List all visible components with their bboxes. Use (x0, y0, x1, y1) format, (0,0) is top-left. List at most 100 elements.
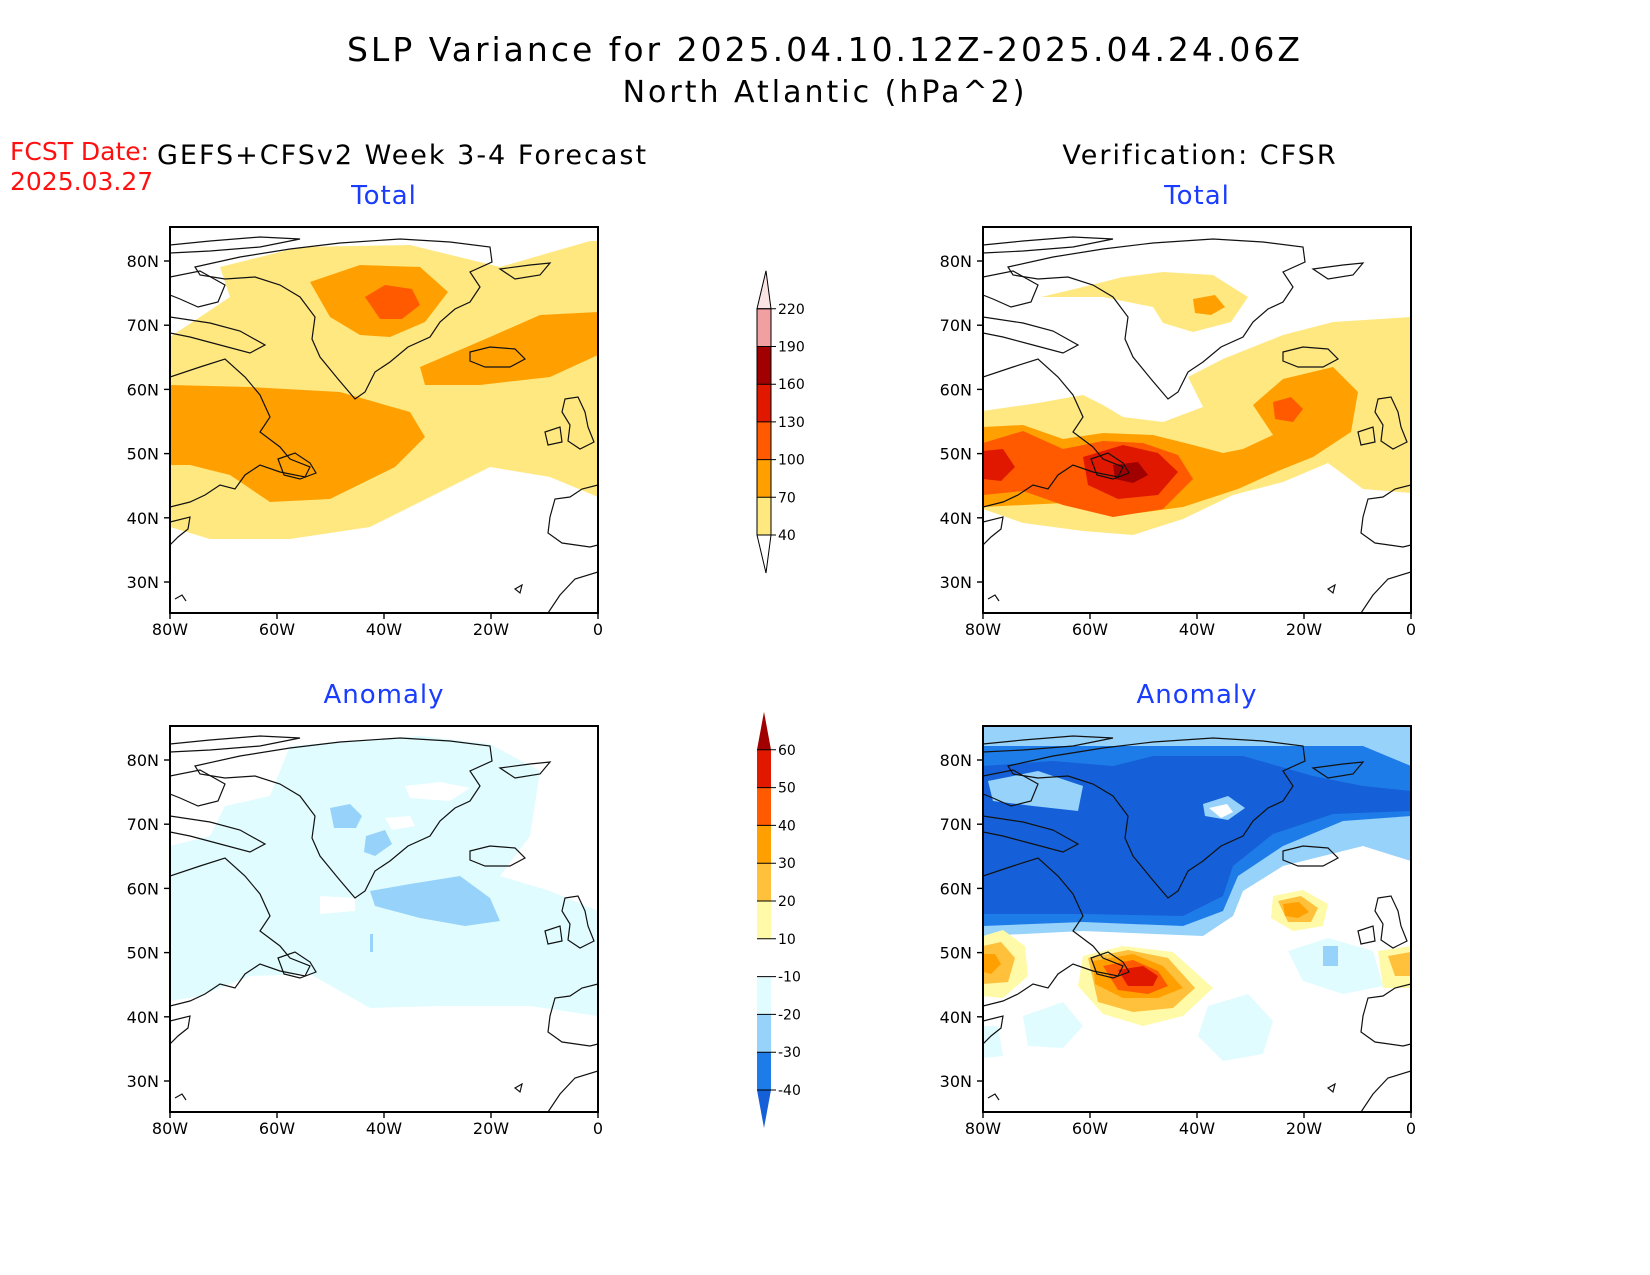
latitude-label: 60N (127, 879, 159, 898)
total-colorbar-swatch (757, 421, 771, 460)
anomaly-colorbar-label: -20 (778, 1007, 801, 1023)
latitude-label: 80N (940, 252, 972, 271)
forecast-total-contour-region (365, 285, 420, 319)
anomaly-colorbar-swatch (757, 749, 771, 788)
forecast-anomaly-contour-region (370, 876, 500, 926)
forecast-anomaly-contour-region (370, 934, 373, 952)
latitude-label: 80N (940, 751, 972, 770)
total-colorbar-label: 220 (778, 302, 805, 318)
latitude-label: 70N (940, 815, 972, 834)
verification-column-header: Verification: CFSR (1062, 140, 1338, 171)
latitude-label: 70N (127, 316, 159, 335)
longitude-label: 40W (366, 620, 402, 639)
total-colorbar: 40 70 100 130 160 190 220 (756, 270, 805, 574)
forecast-date-value: 2025.03.27 (10, 167, 154, 196)
latitude-label: 50N (127, 944, 159, 963)
verification-anomaly-contour-region (983, 954, 1001, 974)
longitude-label: 80W (152, 620, 188, 639)
latitude-label: 50N (940, 445, 972, 464)
verification-total-contour-region (1193, 295, 1225, 315)
verification-anomaly-map: 80N 70N 60N 50N 40N 30N 80W 60W 40W 20W 0 (940, 725, 1416, 1138)
forecast-anomaly-title: Anomaly (323, 680, 445, 710)
forecast-date-block: FCST Date: 2025.03.27 (10, 137, 153, 197)
total-colorbar-swatch (757, 308, 771, 347)
longitude-label: 20W (473, 1119, 509, 1138)
longitude-label: 40W (1179, 1119, 1215, 1138)
longitude-label: 60W (259, 620, 295, 639)
longitude-label: 40W (366, 1119, 402, 1138)
latitude-label: 70N (127, 815, 159, 834)
figure-title: SLP Variance for 2025.04.10.12Z-2025.04.… (346, 30, 1304, 69)
latitude-label: 80N (127, 252, 159, 271)
forecast-anomaly-contour-region (385, 816, 415, 830)
anomaly-colorbar-swatch (757, 976, 771, 1015)
anomaly-colorbar-label: -30 (778, 1045, 801, 1061)
latitude-label: 70N (940, 316, 972, 335)
forecast-anomaly-contour-region (170, 736, 598, 1016)
latitude-label: 40N (127, 509, 159, 528)
latitude-label: 40N (127, 1008, 159, 1027)
longitude-label: 60W (1072, 1119, 1108, 1138)
anomaly-colorbar-label: 10 (778, 932, 796, 948)
anomaly-colorbar-swatch (757, 1014, 771, 1053)
latitude-label: 30N (127, 1072, 159, 1091)
anomaly-colorbar-label: 20 (778, 894, 796, 910)
latitude-label: 80N (127, 751, 159, 770)
verification-anomaly-contour-region (1388, 952, 1411, 976)
total-colorbar-label: 160 (778, 377, 805, 393)
anomaly-colorbar-swatch (757, 787, 771, 826)
anomaly-colorbar: -40 -30 -20 -10 10 20 30 40 50 60 (757, 711, 801, 1128)
verification-anomaly-contour-region (983, 1026, 1003, 1058)
total-colorbar-swatch (757, 346, 771, 385)
verification-anomaly-contour-region (1198, 994, 1273, 1061)
longitude-label: 60W (259, 1119, 295, 1138)
verification-anomaly-contour-region (983, 756, 1411, 916)
anomaly-colorbar-swatch (757, 938, 771, 977)
verification-anomaly-contour-region (1023, 1002, 1083, 1048)
longitude-label: 0 (1406, 1119, 1416, 1138)
latitude-label: 60N (127, 380, 159, 399)
total-colorbar-swatch (757, 459, 771, 498)
forecast-anomaly-contour-region (364, 830, 392, 856)
longitude-label: 20W (473, 620, 509, 639)
longitude-label: 40W (1179, 620, 1215, 639)
longitude-label: 0 (593, 620, 603, 639)
forecast-anomaly-contour-region (320, 896, 355, 914)
anomaly-colorbar-swatch (757, 1052, 771, 1090)
verification-anomaly-contour-region (1323, 946, 1338, 966)
forecast-date-label: FCST Date: (10, 137, 150, 166)
total-colorbar-label: 100 (778, 453, 805, 469)
latitude-label: 50N (127, 445, 159, 464)
latitude-label: 40N (940, 509, 972, 528)
total-colorbar-swatch (757, 384, 771, 422)
forecast-anomaly-contour-region (405, 782, 470, 801)
anomaly-colorbar-label: -40 (778, 1083, 801, 1099)
latitude-label: 60N (940, 879, 972, 898)
verification-anomaly-title: Anomaly (1136, 680, 1258, 710)
verification-total-map: 80N 70N 60N 50N 40N 30N 80W 60W 40W 20W 0 (940, 226, 1416, 639)
total-colorbar-label: 130 (778, 415, 805, 431)
verification-total-contour-region (983, 449, 1015, 481)
longitude-label: 20W (1286, 620, 1322, 639)
longitude-label: 0 (593, 1119, 603, 1138)
latitude-label: 30N (940, 1072, 972, 1091)
anomaly-colorbar-swatch (757, 863, 771, 901)
anomaly-colorbar-swatch (757, 901, 771, 939)
longitude-label: 80W (965, 620, 1001, 639)
verification-anomaly-contour-region (1283, 902, 1309, 918)
total-colorbar-swatch (757, 497, 771, 535)
forecast-column-header: GEFS+CFSv2 Week 3-4 Forecast (157, 140, 649, 171)
latitude-label: 60N (940, 380, 972, 399)
latitude-label: 30N (127, 573, 159, 592)
forecast-anomaly-contour-region (330, 804, 362, 828)
longitude-label: 80W (152, 1119, 188, 1138)
longitude-label: 0 (1406, 620, 1416, 639)
latitude-label: 40N (940, 1008, 972, 1027)
anomaly-colorbar-label: 50 (778, 781, 796, 797)
verification-total-contour-region (1041, 272, 1248, 332)
latitude-label: 50N (940, 944, 972, 963)
anomaly-colorbar-label: 40 (778, 818, 796, 834)
forecast-total-contour-region (170, 385, 425, 502)
